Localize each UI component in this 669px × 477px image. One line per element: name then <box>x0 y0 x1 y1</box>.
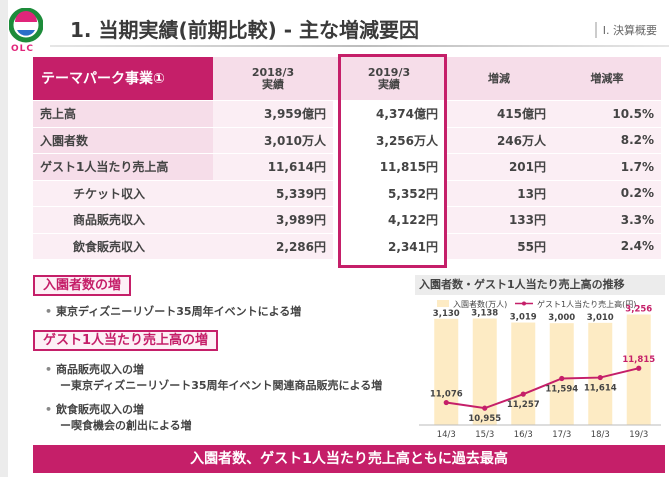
row-label: チケット収入 <box>33 180 213 207</box>
x-tick-label: 18/3 <box>591 430 610 440</box>
row-label: 商品販売収入 <box>33 207 213 234</box>
table-row: 商品販売収入 3,989円 4,122円 133円 3.3% <box>33 207 661 234</box>
bar-data-label: 3,138 <box>471 308 498 318</box>
rate-value: 2.4% <box>553 233 661 260</box>
table-header-row: テーマパーク事業① 2018/3 実績 2019/3 実績 増減 増減率 <box>33 57 661 101</box>
chart-bar <box>549 323 574 425</box>
chart-canvas: 入園者数(万人) ゲスト1人当たり売上高(円) 3,130 14/3 3,138 15/3… <box>419 299 661 440</box>
table-row: ゲスト1人当たり売上高 11,614円 11,815円 201円 1.7% <box>33 154 661 181</box>
attendance-heading: 入園者数の増 <box>33 275 132 296</box>
bar-data-label: 3,019 <box>510 313 537 323</box>
line-point <box>597 374 603 381</box>
bar-data-label: 3,010 <box>587 313 614 323</box>
rate-value: 1.7% <box>553 154 661 181</box>
line-series <box>446 367 639 410</box>
line-data-label: 10,955 <box>468 414 501 424</box>
row-label: 入園者数 <box>33 127 213 154</box>
curr-value: 3,256万人 <box>333 127 445 154</box>
chart-title: 入園者数・ゲスト1人当たり売上高の推移 <box>415 275 665 295</box>
prev-value: 3,989円 <box>213 207 333 234</box>
legend-swatch-bars <box>437 300 449 307</box>
bar-data-label: 3,000 <box>548 313 575 323</box>
diff-value: 13円 <box>445 180 553 207</box>
diff-value: 55円 <box>445 233 553 260</box>
title-divider <box>50 45 669 47</box>
footer-conclusion: 入園者数、ゲスト1人当たり売上高ともに過去最高 <box>33 445 665 473</box>
prev-value: 3,010万人 <box>213 127 333 154</box>
line-point <box>482 405 488 411</box>
merch-bullet: • 商品販売収入の増 <box>45 363 145 376</box>
merch-sub-line: ー東京ディズニーリゾート35周年イベント関連商品販売による増 <box>60 379 383 392</box>
line-point <box>636 365 642 371</box>
line-data-label: 11,594 <box>545 384 578 394</box>
curr-value: 5,352円 <box>333 180 445 207</box>
rate-value: 10.5% <box>553 101 661 128</box>
page-title: 1. 当期実績(前期比較) - 主な増減要因 <box>70 18 419 42</box>
line-point <box>520 391 526 397</box>
prev-value: 3,959億円 <box>213 101 333 128</box>
column-header: 2018/3 実績 <box>213 57 333 101</box>
curr-value: 2,341円 <box>333 233 445 260</box>
food-sub-line: ー喫食機会の創出による増 <box>60 419 192 432</box>
trend-chart: 入園者数・ゲスト1人当たり売上高の推移 入園者数(万人) ゲスト1人当たり売上高(… <box>415 275 665 443</box>
line-data-label: 11,614 <box>584 384 617 394</box>
legend-label-bars: 入園者数(万人) <box>453 299 507 309</box>
prev-value: 2,286円 <box>213 233 333 260</box>
rate-value: 8.2% <box>553 127 661 154</box>
left-edge-strip <box>0 0 8 477</box>
legend-marker-line <box>522 301 526 306</box>
food-bullet: • 飲食販売収入の増 <box>45 403 145 416</box>
per-guest-heading: ゲスト1人当たり売上高の増 <box>33 330 219 351</box>
line-data-label: 11,076 <box>430 390 463 400</box>
chart-bar <box>434 318 459 425</box>
x-tick-label: 17/3 <box>552 430 571 440</box>
x-tick-label: 16/3 <box>514 430 533 440</box>
diff-value: 415億円 <box>445 101 553 128</box>
rate-value: 0.2% <box>553 180 661 207</box>
table-row: 入園者数 3,010万人 3,256万人 246万人 8.2% <box>33 127 661 154</box>
column-header: 2019/3 実績 <box>333 57 445 101</box>
curr-value: 4,122円 <box>333 207 445 234</box>
table-row: チケット収入 5,339円 5,352円 13円 0.2% <box>33 180 661 207</box>
bar-data-label: 3,130 <box>433 309 460 319</box>
curr-value: 4,374億円 <box>333 101 445 128</box>
line-point <box>559 375 565 382</box>
diff-value: 133円 <box>445 207 553 234</box>
x-tick-label: 14/3 <box>437 430 456 440</box>
chart-bar <box>588 322 613 425</box>
diff-value: 246万人 <box>445 127 553 154</box>
diff-value: 201円 <box>445 154 553 181</box>
bar-data-label: 3,256 <box>625 304 652 314</box>
x-tick-label: 19/3 <box>629 430 648 440</box>
chart-bar <box>511 322 536 425</box>
prev-value: 11,614円 <box>213 154 333 181</box>
line-data-label: 11,815 <box>622 355 655 365</box>
legend-label-line: ゲスト1人当たり売上高(円) <box>537 299 636 309</box>
results-table: テーマパーク事業① 2018/3 実績 2019/3 実績 増減 増減率 売上高 3… <box>33 57 661 260</box>
row-label: ゲスト1人当たり売上高 <box>33 154 213 181</box>
attendance-bullet: • 東京ディズニーリゾート35周年イベントによる増 <box>45 305 302 318</box>
table-row: 売上高 3,959億円 4,374億円 415億円 10.5% <box>33 101 661 128</box>
column-header: 増減 <box>445 57 553 101</box>
line-point <box>443 399 449 406</box>
section-tag: Ⅰ. 決算概要 <box>594 22 657 38</box>
column-header: 増減率 <box>553 57 661 101</box>
row-label: 売上高 <box>33 101 213 128</box>
prev-value: 5,339円 <box>213 180 333 207</box>
rate-value: 3.3% <box>553 207 661 234</box>
logo-text: OLC <box>11 44 34 54</box>
row-label: 飲食販売収入 <box>33 233 213 260</box>
line-data-label: 11,257 <box>507 400 540 410</box>
curr-value: 11,815円 <box>333 154 445 181</box>
olc-logo-icon <box>9 8 43 43</box>
table-row: 飲食販売収入 2,286円 2,341円 55円 2.4% <box>33 233 661 260</box>
table-corner-title: テーマパーク事業① <box>33 57 213 101</box>
x-tick-label: 15/3 <box>475 430 494 440</box>
